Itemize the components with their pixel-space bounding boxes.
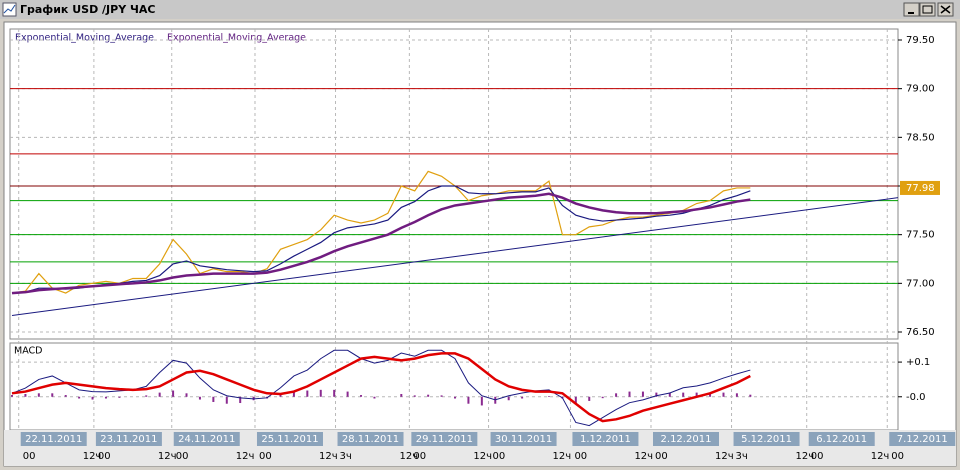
time-label: 12ч bbox=[400, 451, 419, 462]
price-line bbox=[11, 170, 751, 294]
date-label: 29.11.2011 bbox=[416, 434, 473, 445]
time-label: 00 bbox=[259, 451, 272, 462]
ema-line bbox=[11, 192, 751, 295]
last-price-label: 77.98 bbox=[906, 183, 935, 194]
signal-line bbox=[11, 352, 751, 423]
y-tick-label: 78.50 bbox=[906, 132, 935, 143]
window-title: График USD /JPY ЧАС bbox=[20, 3, 155, 16]
time-label: 12ч bbox=[319, 451, 338, 462]
time-label: 12ч bbox=[83, 451, 102, 462]
time-label: 00 bbox=[493, 451, 506, 462]
legend-ema-fast: Exponential_Moving_Average bbox=[15, 33, 154, 44]
date-label: 6.12.2011 bbox=[816, 434, 867, 445]
time-label: 00 bbox=[413, 451, 426, 462]
date-label-box bbox=[490, 432, 557, 446]
date-label: 28.11.2011 bbox=[342, 434, 399, 445]
chart-area bbox=[3, 21, 957, 467]
time-label: 12ч bbox=[553, 451, 572, 462]
time-label: 12ч bbox=[236, 451, 255, 462]
macd-title: MACD bbox=[14, 346, 42, 357]
minimize-button[interactable] bbox=[903, 2, 920, 17]
y-tick-label: 77.50 bbox=[906, 230, 935, 241]
date-label-box bbox=[652, 432, 719, 446]
date-label-box bbox=[808, 432, 875, 446]
time-label: 3ч bbox=[736, 451, 748, 462]
time-label: 00 bbox=[891, 451, 904, 462]
y-tick-label: 76.50 bbox=[906, 327, 935, 338]
date-label: 23.11.2011 bbox=[100, 434, 157, 445]
close-icon bbox=[940, 5, 951, 14]
time-label: 00 bbox=[98, 451, 111, 462]
time-label: 12ч bbox=[158, 451, 177, 462]
title-bar bbox=[0, 0, 960, 19]
trend-line bbox=[11, 197, 899, 316]
date-label-box bbox=[889, 432, 956, 446]
date-label: 2.12.2011 bbox=[661, 434, 712, 445]
date-label: 30.11.2011 bbox=[495, 434, 552, 445]
date-label-box bbox=[20, 432, 87, 446]
y-tick-label: 79.50 bbox=[906, 35, 935, 46]
y-tick-label: -0.0 bbox=[906, 392, 926, 403]
legend-ema-slow: Exponential_Moving_Average bbox=[167, 33, 306, 44]
maximize-button[interactable] bbox=[919, 2, 936, 17]
date-label-box bbox=[337, 432, 404, 446]
price-pane bbox=[9, 28, 899, 340]
date-label: 5.12.2011 bbox=[741, 434, 792, 445]
maximize-icon bbox=[922, 5, 933, 14]
date-label-box bbox=[95, 432, 162, 446]
time-label: 00 bbox=[23, 451, 36, 462]
time-label: 3ч bbox=[340, 451, 352, 462]
date-label-box bbox=[733, 432, 800, 446]
y-tick-label: 79.00 bbox=[906, 84, 935, 95]
time-label: 12ч bbox=[796, 451, 815, 462]
date-label: 7.12.2011 bbox=[897, 434, 948, 445]
last-price-box bbox=[900, 180, 940, 195]
window-icon-graph bbox=[3, 4, 16, 14]
time-label: 12ч bbox=[473, 451, 492, 462]
time-label: 12ч bbox=[715, 451, 734, 462]
date-label-box bbox=[173, 432, 240, 446]
date-label: 1.12.2011 bbox=[580, 434, 631, 445]
time-label: 12ч bbox=[634, 451, 653, 462]
date-label: 24.11.2011 bbox=[178, 434, 235, 445]
window-buttons[interactable] bbox=[903, 2, 954, 17]
time-label: 00 bbox=[811, 451, 824, 462]
time-label: 12ч bbox=[871, 451, 890, 462]
time-label: 00 bbox=[176, 451, 189, 462]
date-label: 25.11.2011 bbox=[261, 434, 318, 445]
time-label: 00 bbox=[574, 451, 587, 462]
date-label-box bbox=[411, 432, 478, 446]
y-tick-label: +0.1 bbox=[906, 357, 930, 368]
y-tick-label: 77.00 bbox=[906, 278, 935, 289]
date-label-box bbox=[572, 432, 639, 446]
date-label: 22.11.2011 bbox=[25, 434, 82, 445]
date-label-box bbox=[256, 432, 323, 446]
time-label: 00 bbox=[655, 451, 668, 462]
ema-line bbox=[11, 185, 751, 294]
